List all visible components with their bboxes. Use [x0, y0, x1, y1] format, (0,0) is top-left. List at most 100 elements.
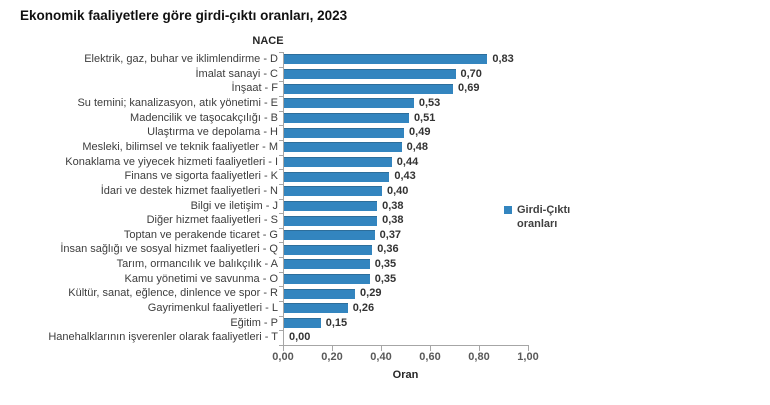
bar: [284, 127, 405, 138]
category-label: Kamu yönetimi ve savunma - O: [124, 272, 278, 285]
category-axis-tick: [279, 139, 283, 141]
category-axis-tick: [279, 271, 283, 273]
category-label: Konaklama ve yiyecek hizmeti faaliyetler…: [65, 155, 278, 168]
value-label: 0,53: [418, 96, 441, 109]
value-axis-tick: [283, 346, 284, 351]
value-axis-tick-label: 0,20: [321, 351, 343, 363]
category-axis-tick: [279, 81, 283, 83]
category-label: Hanehalklarının işverenler olarak faaliy…: [48, 331, 278, 344]
chart-row: Eğitim - P 0,15: [0, 316, 770, 331]
bar: [284, 156, 392, 167]
bar-rows: Elektrik, gaz, buhar ve iklimlendirme - …: [0, 52, 770, 345]
category-label: Ulaştırma ve depolama - H: [147, 126, 278, 139]
value-axis-tick-label: 0,80: [468, 351, 490, 363]
category-axis-tick: [279, 345, 283, 346]
value-axis-tick: [528, 346, 529, 351]
category-axis-tick: [279, 52, 283, 53]
value-label: 0,69: [458, 82, 480, 95]
category-axis-tick: [279, 169, 283, 171]
chart-row: İnşaat - F 0,69: [0, 81, 770, 96]
chart-row: Tarım, ormancılık ve balıkçılık - A 0,35: [0, 257, 770, 272]
value-axis-tick-label: 0,00: [272, 351, 294, 363]
chart-row: Gayrimenkul faaliyetleri - L 0,26: [0, 301, 770, 316]
value-label: 0,49: [409, 126, 431, 139]
value-axis-tick-label: 0,60: [419, 351, 441, 363]
category-label: Mesleki, bilimsel ve teknik faaliyetler …: [82, 140, 278, 153]
bar: [284, 303, 348, 314]
legend: Girdi-Çıktı oranları: [504, 203, 589, 231]
value-label: 0,00: [289, 331, 311, 344]
chart-row: Hanehalklarının işverenler olarak faaliy…: [0, 330, 770, 345]
value-axis-tick-label: 1,00: [517, 351, 539, 363]
category-axis-tick: [279, 301, 283, 303]
value-label: 0,38: [382, 214, 404, 227]
chart-row: Su temini; kanalizasyon, atık yönetimi -…: [0, 96, 770, 111]
value-label: 0,26: [352, 302, 375, 315]
category-axis-tick: [279, 315, 283, 317]
chart-row: İdari ve destek hizmet faaliyetleri - N 0…: [0, 184, 770, 199]
category-axis-tick: [279, 198, 283, 200]
value-label: 0,38: [382, 199, 404, 212]
chart-row: Ulaştırma ve depolama - H 0,49: [0, 125, 770, 140]
category-label: Tarım, ormancılık ve balıkçılık - A: [116, 258, 278, 271]
chart-title: Ekonomik faaliyetlere göre girdi-çıktı o…: [20, 8, 348, 23]
category-label: Diğer hizmet faaliyetleri - S: [146, 214, 278, 227]
chart-row: Bilgi ve iletişim - J 0,38: [0, 199, 770, 214]
value-label: 0,40: [387, 184, 409, 197]
category-label: Eğitim - P: [230, 316, 278, 329]
value-label: 0,44: [396, 155, 419, 168]
category-axis-tick: [279, 95, 283, 97]
category-axis-tick: [279, 227, 283, 229]
bar: [284, 69, 456, 80]
category-label: Elektrik, gaz, buhar ve iklimlendirme - …: [84, 53, 278, 65]
category-axis-tick: [279, 213, 283, 215]
value-label: 0,15: [325, 316, 348, 329]
plot-area: [283, 52, 529, 346]
bar: [284, 98, 414, 109]
bar: [284, 318, 321, 329]
bar: [284, 200, 378, 211]
chart-row: Toptan ve perakende ticaret - G 0,37: [0, 228, 770, 243]
category-label: Gayrimenkul faaliyetleri - L: [147, 302, 278, 315]
category-label: İnsan sağlığı ve sosyal hizmet faaliyetl…: [60, 243, 278, 256]
bar: [284, 171, 390, 182]
value-label: 0,35: [374, 258, 397, 271]
value-label: 0,29: [360, 287, 382, 300]
chart-row: Madencilik ve taşocakçılığı - B 0,51: [0, 111, 770, 126]
bar: [284, 230, 375, 241]
chart-row: Elektrik, gaz, buhar ve iklimlendirme - …: [0, 52, 770, 67]
legend-label: Girdi-Çıktı oranları: [517, 204, 571, 230]
chart-row: Konaklama ve yiyecek hizmeti faaliyetler…: [0, 155, 770, 170]
chart-row: İnsan sağlığı ve sosyal hizmet faaliyetl…: [0, 242, 770, 257]
value-label: 0,37: [379, 228, 402, 241]
category-label: Su temini; kanalizasyon, atık yönetimi -…: [77, 96, 278, 109]
category-label: Madencilik ve taşocakçılığı - B: [130, 111, 278, 124]
category-axis-tick: [279, 286, 283, 288]
chart-row: Diğer hizmet faaliyetleri - S 0,38: [0, 213, 770, 228]
bar: [284, 142, 402, 153]
legend-marker-icon: [504, 206, 512, 214]
bar: [284, 288, 356, 299]
category-label: Bilgi ve iletişim - J: [190, 199, 278, 212]
category-axis-tick: [279, 242, 283, 244]
category-axis-tick: [279, 154, 283, 156]
value-axis-tick: [332, 346, 333, 351]
category-label: İnşaat - F: [231, 82, 278, 95]
category-axis-tick: [279, 257, 283, 259]
value-axis-tick: [479, 346, 480, 351]
value-axis-title: Oran: [392, 369, 419, 381]
value-label: 0,43: [394, 170, 416, 183]
chart-row: Kamu yönetimi ve savunma - O 0,35: [0, 272, 770, 287]
category-label: Finans ve sigorta faaliyetleri - K: [124, 170, 278, 183]
value-label: 0,70: [460, 67, 482, 80]
bar: [284, 274, 370, 285]
category-axis-tick: [279, 66, 283, 68]
chart-row: İmalat sanayi - C 0,70: [0, 67, 770, 82]
category-label: Toptan ve perakende ticaret - G: [123, 228, 278, 241]
bar: [284, 186, 382, 197]
category-axis-title: NACE: [252, 35, 284, 47]
bar: [284, 54, 488, 65]
value-label: 0,35: [374, 272, 397, 285]
category-label: İdari ve destek hizmet faaliyetleri - N: [100, 184, 278, 197]
